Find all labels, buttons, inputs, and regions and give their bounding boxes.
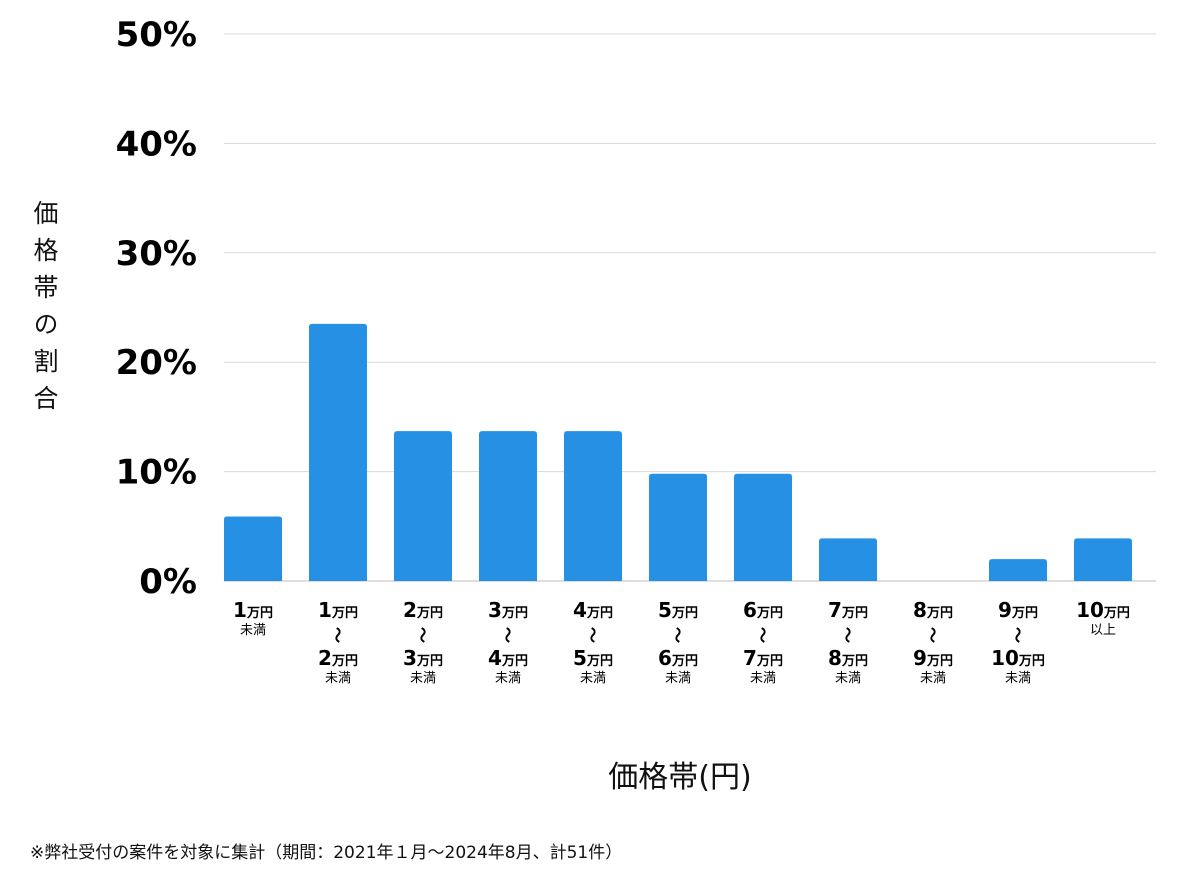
svg-text:未満: 未満 <box>835 671 861 686</box>
svg-text:未満: 未満 <box>750 671 776 686</box>
svg-text:1万円: 1万円 <box>318 598 358 622</box>
svg-text:〜: 〜 <box>1008 627 1027 643</box>
svg-text:10万円: 10万円 <box>991 646 1045 670</box>
svg-text:未満: 未満 <box>665 671 691 686</box>
svg-text:3万円: 3万円 <box>403 646 443 670</box>
svg-text:〜: 〜 <box>498 627 517 643</box>
y-axis-label: 価格帯の割合 <box>30 200 59 422</box>
bar <box>479 431 537 581</box>
svg-text:未満: 未満 <box>580 671 606 686</box>
svg-text:6万円: 6万円 <box>743 598 783 622</box>
y-tick-label: 10% <box>116 453 197 493</box>
bar <box>649 473 707 581</box>
bar <box>394 431 452 581</box>
svg-text:未満: 未満 <box>920 671 946 686</box>
svg-text:9万円: 9万円 <box>913 646 953 670</box>
y-tick-label: 0% <box>139 562 197 602</box>
svg-text:6万円: 6万円 <box>658 646 698 670</box>
svg-text:未満: 未満 <box>410 671 436 686</box>
svg-text:7万円: 7万円 <box>828 598 868 622</box>
svg-text:〜: 〜 <box>668 627 687 643</box>
svg-text:1万円: 1万円 <box>233 598 273 622</box>
svg-text:〜: 〜 <box>583 627 602 643</box>
svg-text:10万円: 10万円 <box>1076 598 1130 622</box>
x-axis-tick-labels: 1万円未満1万円〜2万円未満2万円〜3万円未満3万円〜4万円未満4万円〜5万円未… <box>233 598 1130 686</box>
svg-text:〜: 〜 <box>838 627 857 643</box>
svg-text:4万円: 4万円 <box>573 598 613 622</box>
svg-text:未満: 未満 <box>495 671 521 686</box>
svg-text:9万円: 9万円 <box>998 598 1038 622</box>
y-tick-label: 30% <box>116 234 197 274</box>
svg-text:〜: 〜 <box>413 627 432 643</box>
bar <box>819 538 877 581</box>
y-tick-label: 50% <box>116 15 197 55</box>
svg-text:〜: 〜 <box>328 627 347 643</box>
svg-text:4万円: 4万円 <box>488 646 528 670</box>
bar <box>1074 538 1132 581</box>
svg-text:5万円: 5万円 <box>658 598 698 622</box>
svg-text:以上: 以上 <box>1090 623 1116 638</box>
y-axis-ticks: 0% 10% 20% 30% 40% 50% <box>116 15 197 602</box>
svg-text:2万円: 2万円 <box>318 646 358 670</box>
y-tick-label: 20% <box>116 343 197 383</box>
y-tick-label: 40% <box>116 124 197 164</box>
x-axis-label: 価格帯(円) <box>608 760 752 795</box>
svg-text:2万円: 2万円 <box>403 598 443 622</box>
bar <box>989 559 1047 581</box>
svg-text:8万円: 8万円 <box>913 598 953 622</box>
svg-text:未満: 未満 <box>1005 671 1031 686</box>
bar <box>309 323 367 581</box>
svg-text:〜: 〜 <box>753 627 772 643</box>
bars <box>224 323 1132 581</box>
svg-text:8万円: 8万円 <box>828 646 868 670</box>
bar <box>564 431 622 581</box>
bar <box>224 516 282 581</box>
svg-text:5万円: 5万円 <box>573 646 613 670</box>
svg-text:未満: 未満 <box>240 623 266 638</box>
footnote: ※弊社受付の案件を対象に集計（期間：2021年１月〜2024年8月、計51件） <box>30 843 623 863</box>
svg-text:未満: 未満 <box>325 671 351 686</box>
svg-text:7万円: 7万円 <box>743 646 783 670</box>
bar <box>734 473 792 581</box>
svg-text:〜: 〜 <box>923 627 942 643</box>
svg-text:3万円: 3万円 <box>488 598 528 622</box>
